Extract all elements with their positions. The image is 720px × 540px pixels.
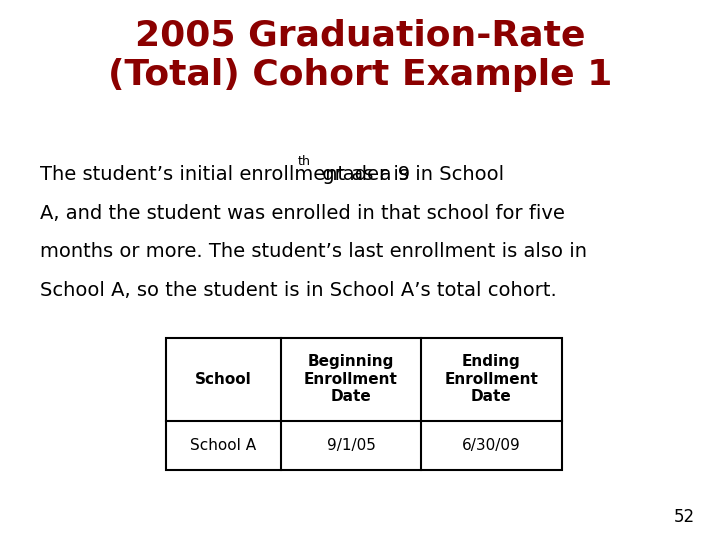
Text: 52: 52: [674, 509, 695, 526]
Text: School: School: [195, 372, 251, 387]
Text: Beginning
Enrollment
Date: Beginning Enrollment Date: [304, 354, 398, 404]
Text: School A, so the student is in School A’s total cohort.: School A, so the student is in School A’…: [40, 281, 557, 300]
Text: The student’s initial enrollment as a 9: The student’s initial enrollment as a 9: [40, 165, 410, 184]
Text: 9/1/05: 9/1/05: [327, 438, 375, 453]
Text: School A: School A: [190, 438, 256, 453]
Text: months or more. The student’s last enrollment is also in: months or more. The student’s last enrol…: [40, 242, 587, 261]
Text: 2005 Graduation-Rate
(Total) Cohort Example 1: 2005 Graduation-Rate (Total) Cohort Exam…: [108, 19, 612, 92]
Text: A, and the student was enrolled in that school for five: A, and the student was enrolled in that …: [40, 204, 564, 222]
Text: Ending
Enrollment
Date: Ending Enrollment Date: [444, 354, 539, 404]
Text: th: th: [298, 155, 311, 168]
Text: 6/30/09: 6/30/09: [462, 438, 521, 453]
Bar: [166, 338, 562, 470]
Text: grader is in School: grader is in School: [316, 165, 504, 184]
